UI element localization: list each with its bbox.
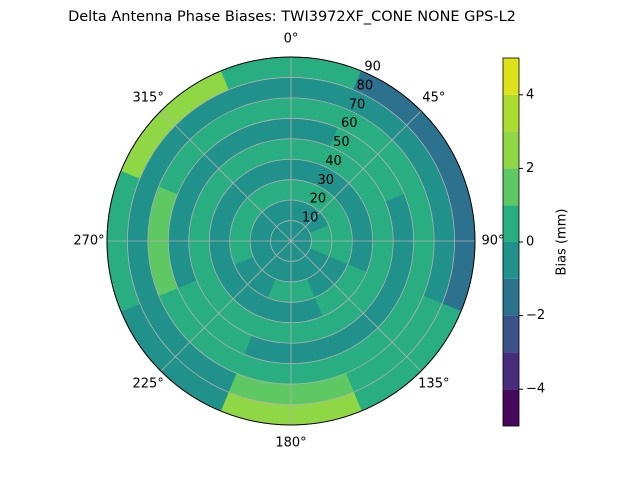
- colorbar-swatch: [503, 315, 519, 353]
- colorbar-swatch: [503, 242, 519, 279]
- colorbar-tick-label: 4: [526, 87, 534, 102]
- theta-tick-label: 135°: [418, 376, 449, 391]
- polar-frame: [106, 56, 476, 426]
- theta-tick-label: 90°: [481, 234, 504, 249]
- colorbar-label: Bias (mm): [555, 209, 570, 276]
- colorbar-swatch: [503, 58, 519, 95]
- grid-spoke: [160, 240, 292, 372]
- r-tick-label: 80: [357, 78, 374, 93]
- r-tick-label: 90: [364, 60, 381, 75]
- colorbar-swatch: [503, 94, 519, 132]
- colorbar-swatch: [503, 131, 519, 169]
- r-tick-label: 30: [317, 173, 334, 188]
- theta-tick-label: 270°: [73, 234, 104, 249]
- r-tick-label: 60: [341, 116, 358, 131]
- theta-tick-label: 0°: [284, 32, 299, 47]
- grid-spoke: [290, 240, 422, 372]
- colorbar-tick-label: 0: [526, 235, 534, 250]
- r-tick-label: 10: [302, 211, 319, 226]
- r-tick-label: 50: [333, 135, 350, 150]
- colorbar-swatch: [503, 389, 519, 426]
- grid-spoke: [290, 110, 422, 242]
- colorbar-tick-label: −2: [526, 308, 545, 323]
- colorbar-swatch: [503, 205, 519, 242]
- colorbar-swatch: [503, 352, 519, 390]
- r-tick-label: 20: [310, 192, 327, 207]
- r-tick-label: 40: [325, 154, 342, 169]
- theta-tick-label: 225°: [133, 376, 164, 391]
- theta-tick-label: 315°: [133, 91, 164, 106]
- colorbar-tick-label: −4: [526, 382, 545, 397]
- grid-spoke: [160, 110, 292, 242]
- r-tick-label: 70: [349, 97, 366, 112]
- theta-tick-label: 180°: [275, 436, 306, 451]
- colorbar-swatch: [503, 278, 519, 316]
- theta-tick-label: 45°: [422, 91, 445, 106]
- colorbar-tick-label: 2: [526, 161, 534, 176]
- colorbar-swatch: [503, 168, 519, 206]
- chart-title: Delta Antenna Phase Biases: TWI3972XF_CO…: [68, 9, 516, 25]
